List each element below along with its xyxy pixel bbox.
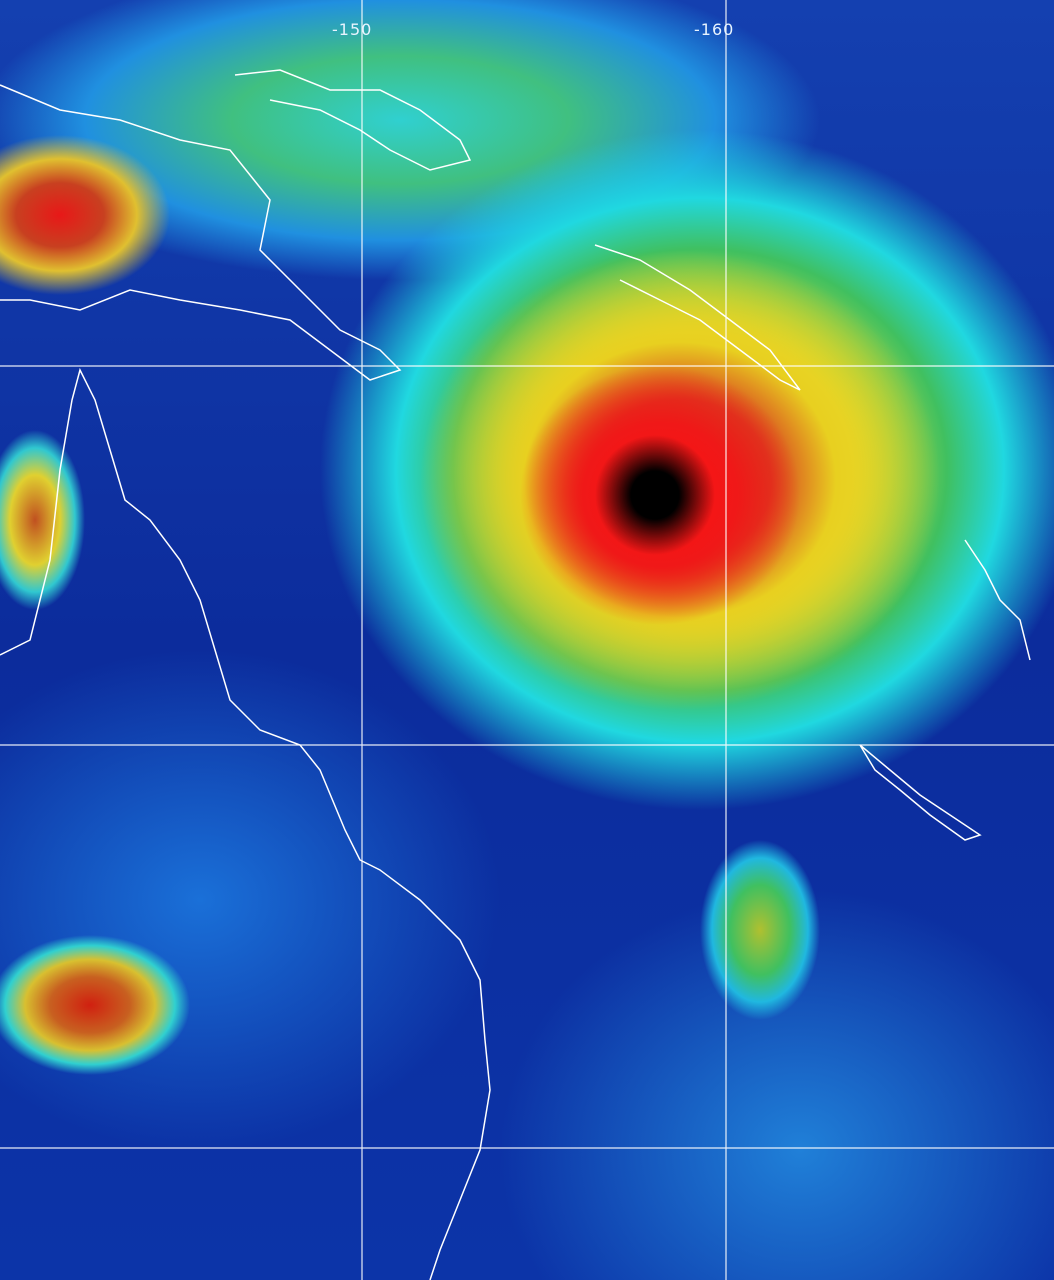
- coastline-png-north: [234, 69, 472, 171]
- coastlines: [0, 69, 1031, 1280]
- coastline-vanuatu: [964, 539, 1031, 661]
- coastline-australia: [0, 367, 491, 1280]
- coastline-new-guinea: [0, 84, 402, 381]
- longitude-label-160: -160: [694, 20, 735, 39]
- coastline-new-caledonia: [859, 744, 982, 841]
- coastline-solomon-islands: [594, 244, 801, 391]
- longitude-label-150: -150: [332, 20, 373, 39]
